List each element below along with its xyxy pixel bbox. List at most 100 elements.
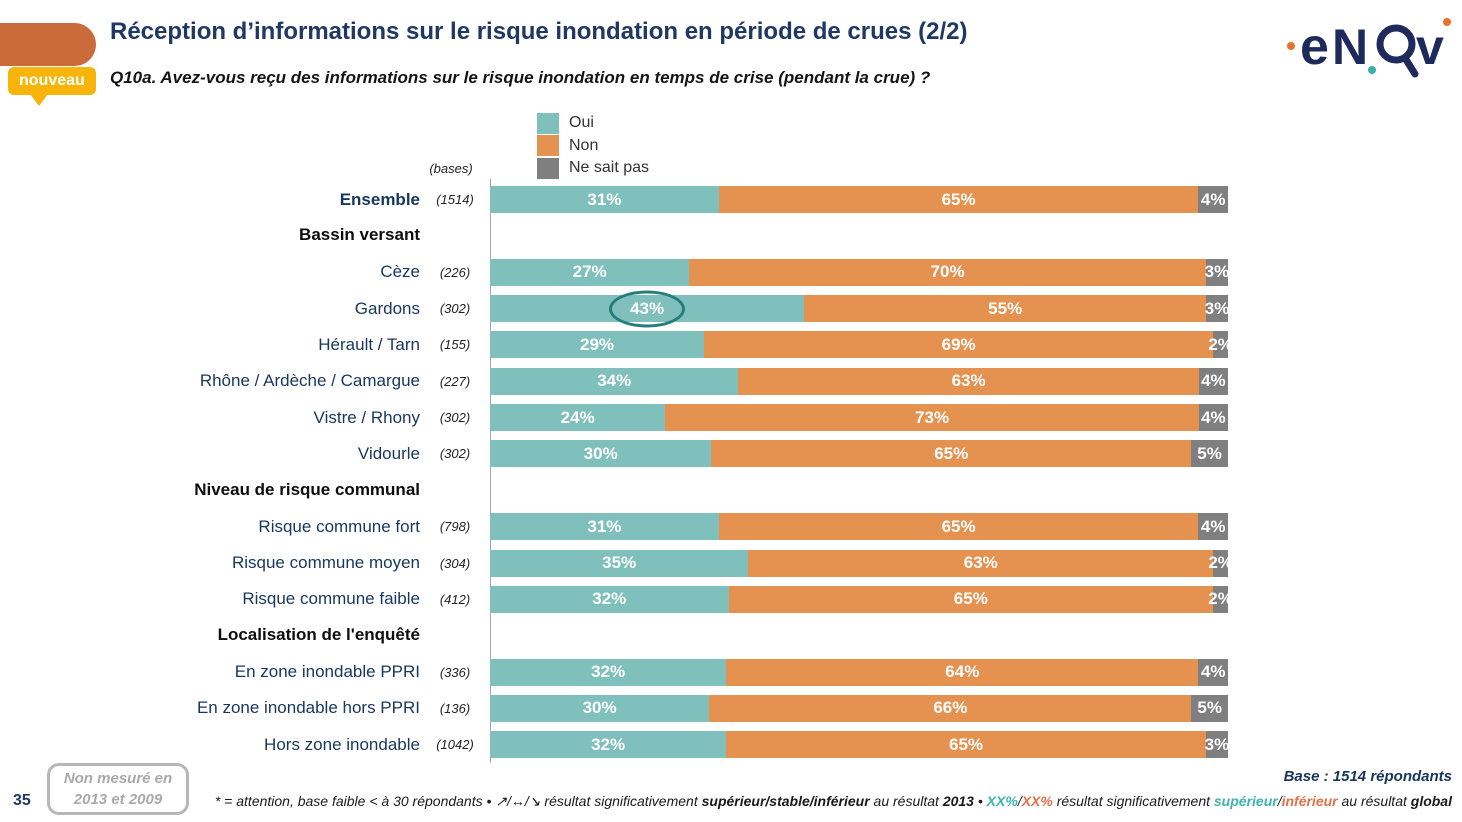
legend-label: Ne sait pas [569,159,650,177]
row-label: Risque commune fort [258,516,420,536]
footnote-segment: global [1410,793,1452,809]
bar-value-label: 3% [1204,262,1230,282]
bar-value-label: 30% [582,698,617,718]
footnote-segment: 2013 [942,793,974,809]
bar-value-label: 32% [592,589,627,609]
bar-value-label: 4% [1201,407,1226,427]
highlight-ellipse [609,290,686,328]
bar-segment-oui: 32% [490,731,727,759]
bar-value-label: 55% [988,298,1023,318]
row-label: Hors zone inondable [264,734,420,754]
row-base: (304) [439,555,471,571]
bar-value-label: 63% [951,371,986,391]
stacked-bar: 35% 63% 2% [490,549,1233,577]
bar-segment-non: 63% [738,367,1199,395]
legend-swatch [537,157,559,179]
bar-segment-oui: 27% [490,258,690,286]
chart-row: Vistre / Rhony (302) 24% 73% 4% [0,404,1462,432]
bar-value-label: 5% [1197,443,1222,463]
footnote-segment: au résultat [1337,793,1411,809]
stacked-bar: 32% 65% 2% [490,585,1233,613]
bar-value-label: 4% [1200,516,1226,536]
footnote-segment: résultat significativement [1052,793,1214,809]
bar-segment-non: 65% [718,513,1199,541]
bar-value-label: 35% [602,553,637,572]
bar-value-label: 32% [591,734,626,754]
title-accent-bar [0,23,96,66]
bar-value-label: 65% [948,734,984,754]
enov-logo: e N v [1284,8,1452,85]
legend-item: Non [537,135,649,158]
row-base: (336) [439,664,471,680]
row-base: (136) [439,700,471,716]
bar-value-label: 69% [941,334,976,354]
footnote-segment: • [973,793,987,809]
bar-value-label: 27% [572,262,607,282]
section-header: Localisation de l'enquêté [217,625,420,645]
chart-row: En zone inondable PPRI (336) 32% 64% 4% [0,658,1462,686]
section-header: Bassin versant [299,225,420,245]
bar-value-label: 65% [934,443,969,463]
stacked-bar: 31% 65% 4% [490,186,1228,213]
bar-value-label: 73% [915,407,950,427]
row-base: (302) [439,301,471,317]
row-base: (412) [439,591,471,607]
bar-value-label: 64% [945,662,980,682]
row-label: Risque commune moyen [231,553,420,572]
logo-magnifier-handle [1401,54,1419,78]
footnote-segment: / [1017,793,1022,809]
page-number: 35 [13,792,31,809]
bar-segment-ne-sait-pas: 3% [1204,731,1230,759]
bar-value-label: 65% [953,589,988,609]
legend-label: Oui [569,114,594,132]
bar-value-label: 4% [1201,371,1226,391]
legend-swatch [537,112,559,134]
bases-column-header: (bases) [429,161,473,176]
bar-value-label: 31% [587,189,622,209]
row-base: (1514) [436,192,474,207]
bar-segment-non: 66% [709,694,1192,722]
bar-segment-oui: 31% [490,186,719,213]
question-text: Q10a. Avez-vous reçu des informations su… [110,68,931,87]
bar-segment-non: 65% [718,186,1199,213]
bar-value-label: 4% [1200,189,1226,209]
bar-segment-ne-sait-pas: 4% [1198,186,1228,213]
footnote-segment: XX% [1021,793,1053,809]
logo-orange-dot-left [1287,42,1295,50]
bar-value-label: 24% [560,407,595,427]
bar-value-label: 4% [1200,662,1226,682]
chart-row: Rhône / Ardèche / Camargue (227) 34% 63% 4% [0,367,1462,395]
bar-value-label: 3% [1204,734,1230,754]
bar-segment-non: 55% [804,295,1207,323]
bar-segment-non: 69% [704,331,1214,359]
bar-segment-oui: 30% [490,694,710,722]
legend-label: Non [569,136,599,154]
bar-segment-non: 63% [748,549,1214,577]
bar-segment-oui: 34% [490,367,739,395]
row-label: Vistre / Rhony [313,407,420,427]
chart-row: Risque commune faible (412) 32% 65% 2% [0,585,1462,613]
stacked-bar: 32% 64% 4% [490,658,1228,686]
bar-segment-oui: 31% [490,513,719,541]
chart-row: Risque commune fort (798) 31% 65% 4% [0,513,1462,541]
bar-segment-non: 70% [689,258,1206,286]
bar-value-label: 34% [597,371,632,391]
bar-segment-ne-sait-pas: 4% [1198,404,1228,432]
row-label: Ensemble [339,189,420,209]
logo-magnifier-circle [1376,24,1416,64]
chart-row: Vidourle (302) 30% 65% 5% [0,440,1462,468]
row-base: (155) [439,337,471,353]
footnote-segment: supérieur/stable/inférieur [701,793,870,809]
bar-segment-oui: 43% [490,290,805,328]
stacked-bar: 29% 69% 2% [490,331,1233,359]
row-base: (302) [439,446,471,462]
logo-letter-v: v [1416,19,1444,75]
chart-row: En zone inondable hors PPRI (136) 30% 66% 5% [0,694,1462,722]
bar-value-label: 65% [941,516,976,536]
footnote-segment: / [1277,793,1282,809]
not-measured-line1: Non mesuré en [63,770,173,787]
bar-segment-oui: 30% [490,440,712,468]
footnote-segment: ↗/↔/↘ [495,793,541,809]
chart-row: Ensemble (1514) 31% 65% 4% [0,186,1462,213]
